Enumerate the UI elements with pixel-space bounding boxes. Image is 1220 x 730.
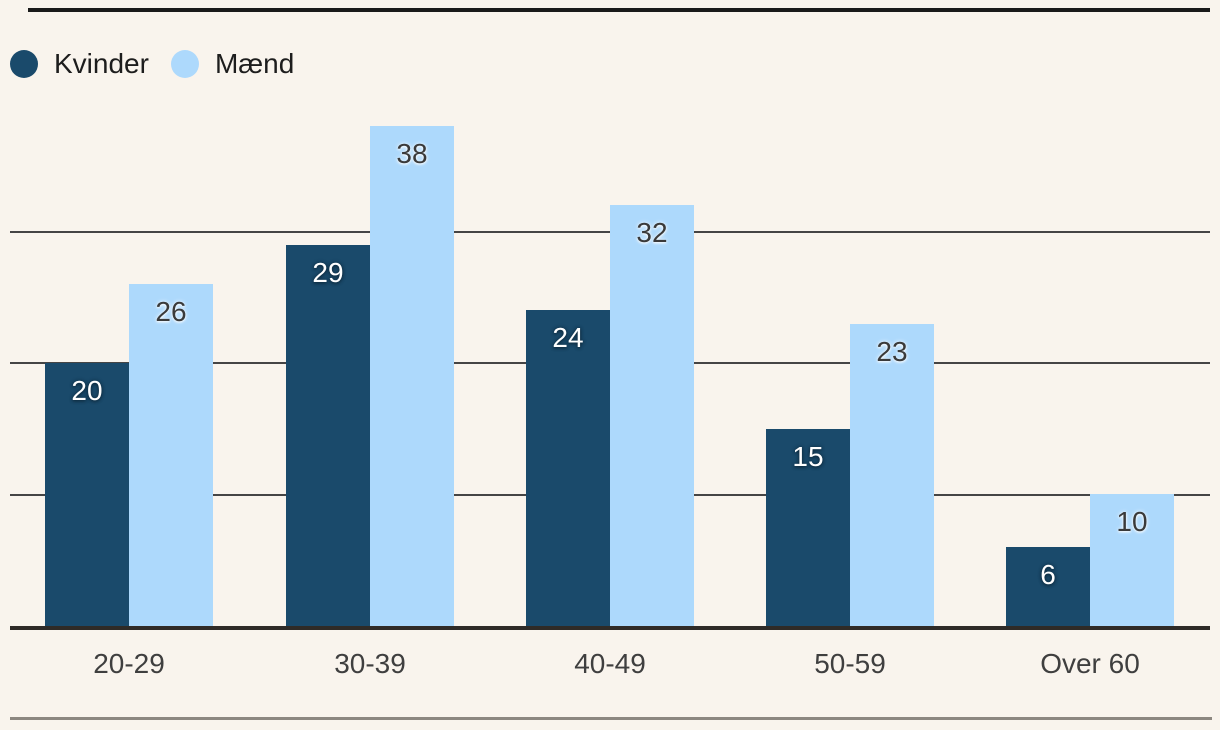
value-label-maend-40-49: 32 <box>636 217 668 248</box>
bar-maend-40-49: 32 <box>610 205 694 626</box>
category-label-50-59: 50-59 <box>814 648 886 679</box>
value-label-maend-over-60: 10 <box>1116 506 1148 537</box>
bar-maend-30-39: 38 <box>370 126 454 626</box>
value-label-maend-20-29: 26 <box>155 296 187 327</box>
value-label-kvinder-30-39: 29 <box>312 257 344 288</box>
category-label-30-39: 30-39 <box>334 648 406 679</box>
bar-kvinder-50-59: 15 <box>766 429 850 626</box>
legend-item-kvinder: Kvinder <box>10 48 149 80</box>
legend-label-maend: Mænd <box>214 48 295 79</box>
legend: Kvinder Mænd <box>10 48 294 80</box>
bar-maend-over-60: 10 <box>1090 494 1174 626</box>
value-label-maend-30-39: 38 <box>396 138 428 169</box>
bottom-rule <box>10 717 1212 720</box>
value-label-kvinder-40-49: 24 <box>552 322 584 353</box>
legend-item-maend: Mænd <box>170 48 295 80</box>
bar-kvinder-20-29: 20 <box>45 363 129 626</box>
category-label-40-49: 40-49 <box>574 648 646 679</box>
legend-dot-maend <box>170 50 199 78</box>
x-axis-baseline <box>10 626 1210 630</box>
bar-kvinder-40-49: 24 <box>526 310 610 626</box>
bar-kvinder-over-60: 6 <box>1006 547 1090 626</box>
legend-dot-kvinder <box>10 50 38 78</box>
legend-label-kvinder: Kvinder <box>54 48 149 79</box>
bar-maend-50-59: 23 <box>850 324 934 626</box>
value-label-kvinder-50-59: 15 <box>792 441 824 472</box>
value-label-maend-50-59: 23 <box>876 336 908 367</box>
value-label-kvinder-over-60: 6 <box>1040 559 1056 590</box>
category-label-20-29: 20-29 <box>93 648 165 679</box>
category-label-over-60: Over 60 <box>1040 648 1140 679</box>
bar-maend-20-29: 26 <box>129 284 213 626</box>
bar-kvinder-30-39: 29 <box>286 245 370 626</box>
top-rule <box>28 8 1210 12</box>
value-label-kvinder-20-29: 20 <box>71 375 103 406</box>
